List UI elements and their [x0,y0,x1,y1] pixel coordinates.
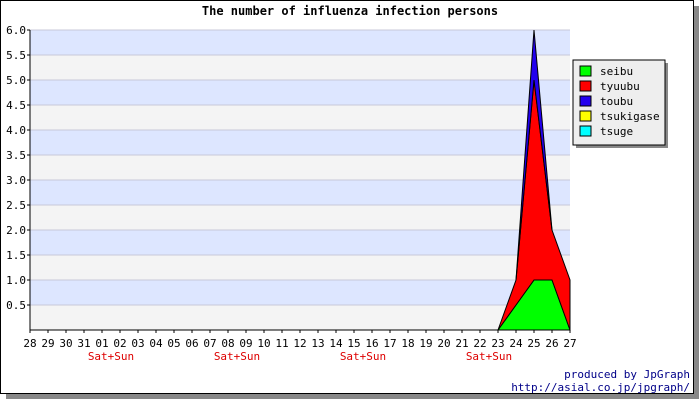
legend-label-tyuubu: tyuubu [600,80,640,93]
plot-band [30,305,570,330]
credit-line-1: produced by JpGraph [564,368,690,381]
y-tick-label: 2.5 [6,199,26,212]
legend-label-tsuge: tsuge [600,125,633,138]
plot-band [30,55,570,80]
x-tick-label: 15 [347,337,360,350]
legend-label-toubu: toubu [600,95,633,108]
x-tick-label: 28 [23,337,36,350]
y-tick-label: 2.0 [6,224,26,237]
weekend-label: Sat+Sun [466,350,512,363]
x-tick-label: 27 [563,337,576,350]
x-tick-label: 10 [257,337,270,350]
x-tick-label: 25 [527,337,540,350]
x-tick-label: 02 [113,337,126,350]
x-tick-label: 29 [41,337,54,350]
legend-swatch-toubu [579,95,592,107]
x-tick-label: 26 [545,337,558,350]
x-tick-label: 19 [419,337,432,350]
weekend-labels: Sat+Sun Sat+Sun Sat+Sun Sat+Sun [88,350,512,363]
chart-title: The number of influenza infection person… [201,4,499,18]
series-areas [497,29,571,331]
x-tick-label: 01 [95,337,108,350]
x-tick-label: 07 [203,337,216,350]
y-tick-label: 1.5 [6,249,26,262]
plot-background-bands [30,30,570,330]
x-tick-label: 03 [131,337,144,350]
x-tick-label: 12 [293,337,306,350]
x-tick-label: 11 [275,337,288,350]
series-area-toubu [515,29,553,281]
plot-band [30,255,570,280]
credit-link[interactable]: http://asial.co.jp/jpgraph/ [511,381,690,394]
x-tick-label: 17 [383,337,396,350]
x-tick-label: 14 [329,337,343,350]
x-tick-label: 30 [59,337,72,350]
y-tick-label: 5.5 [6,49,26,62]
legend: seibu tyuubu toubu tsukigase tsuge [572,59,668,148]
weekend-label: Sat+Sun [214,350,260,363]
y-tick-label: 4.0 [6,124,26,137]
x-tick-label: 09 [239,337,252,350]
weekend-label: Sat+Sun [340,350,386,363]
x-tick-label: 21 [455,337,468,350]
x-tick-label: 23 [491,337,504,350]
weekend-label: Sat+Sun [88,350,134,363]
grid-lines [30,29,570,306]
plot-band [30,30,570,55]
y-tick-labels: 0.5 1.0 1.5 2.0 2.5 3.0 3.5 4.0 4.5 5.0 5.5 6.0 [6,24,26,312]
legend-label-tsukigase: tsukigase [600,110,660,123]
plot-band [30,155,570,180]
y-tick-label: 5.0 [6,74,26,87]
plot-band [30,80,570,105]
plot-band [30,105,570,130]
y-tick-label: 6.0 [6,24,26,37]
x-tick-labels: 28 29 30 31 01 02 03 04 05 06 07 08 09 10 11 12 13 14 15 16… [23,337,576,350]
x-tick-label: 13 [311,337,324,350]
legend-label-seibu: seibu [600,65,633,78]
y-tick-label: 1.0 [6,274,26,287]
plot-band [30,180,570,205]
plot-band [30,130,570,155]
legend-swatch-tsuge [579,125,592,137]
plot-band [30,205,570,230]
x-tick-label: 05 [167,337,180,350]
y-tick-label: 3.5 [6,149,26,162]
legend-swatch-tyuubu [579,80,592,92]
y-tick-label: 0.5 [6,299,26,312]
x-tick-label: 18 [401,337,414,350]
x-tick-label: 08 [221,337,234,350]
y-tick-label: 3.0 [6,174,26,187]
y-tick-label: 4.5 [6,99,26,112]
x-tick-label: 31 [77,337,90,350]
axes [27,29,571,333]
x-tick-label: 20 [437,337,450,350]
x-tick-label: 24 [509,337,523,350]
x-tick-label: 04 [149,337,163,350]
x-tick-label: 22 [473,337,486,350]
legend-swatch-tsukigase [579,110,592,122]
x-tick-label: 06 [185,337,198,350]
plot-band [30,230,570,255]
legend-swatch-seibu [579,65,592,77]
x-tick-label: 16 [365,337,378,350]
plot-band [30,280,570,305]
